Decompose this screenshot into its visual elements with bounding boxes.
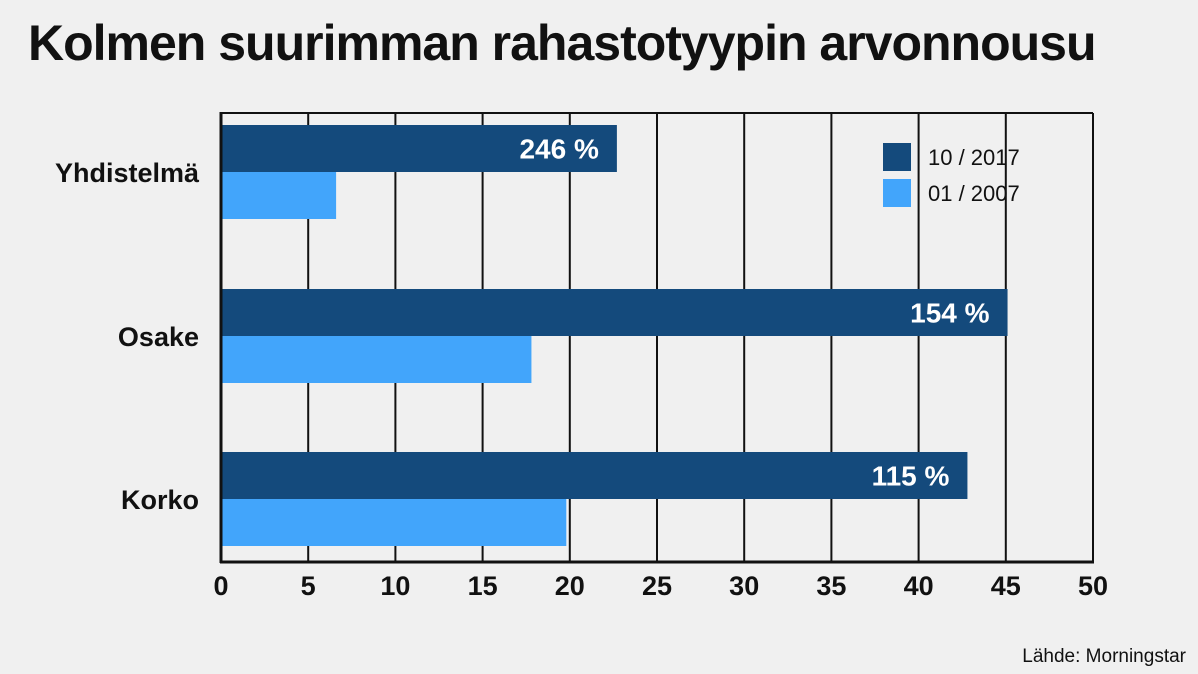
labels: 246 % Yhdistelmä 154 % Osake 115 % Korko [55, 134, 990, 516]
legend: 10 / 2017 01 / 2007 [883, 143, 1020, 207]
x-tick-label: 20 [555, 571, 585, 601]
x-tick-label: 15 [468, 571, 498, 601]
x-tick-label: 50 [1078, 571, 1108, 601]
bar [221, 125, 617, 172]
bar [221, 172, 337, 219]
bar [221, 336, 532, 383]
data-label: 154 % [910, 298, 989, 329]
category-label: Osake [118, 322, 199, 352]
axes: 0 5 10 15 20 25 30 35 40 45 50 [213, 112, 1108, 601]
data-label: 246 % [519, 134, 598, 165]
source-note: Lähde: Morningstar [1022, 646, 1186, 667]
category-label: Yhdistelmä [55, 158, 200, 188]
x-tick-label: 35 [816, 571, 846, 601]
bar [221, 289, 1008, 336]
category-label: Korko [121, 485, 199, 515]
x-tick-label: 0 [213, 571, 228, 601]
x-tick-label: 5 [301, 571, 316, 601]
legend-swatch [883, 179, 911, 207]
x-tick-label: 40 [904, 571, 934, 601]
x-tick-label: 25 [642, 571, 672, 601]
bar [221, 452, 968, 499]
bars [221, 125, 1008, 546]
x-tick-label: 30 [729, 571, 759, 601]
data-label: 115 % [872, 461, 950, 492]
legend-label: 01 / 2007 [928, 181, 1020, 206]
bar [221, 499, 567, 546]
legend-label: 10 / 2017 [928, 145, 1020, 170]
x-tick-label: 45 [991, 571, 1021, 601]
legend-swatch [883, 143, 911, 171]
chart-title: Kolmen suurimman rahastotyypin arvonnous… [28, 15, 1097, 71]
x-tick-label: 10 [380, 571, 410, 601]
